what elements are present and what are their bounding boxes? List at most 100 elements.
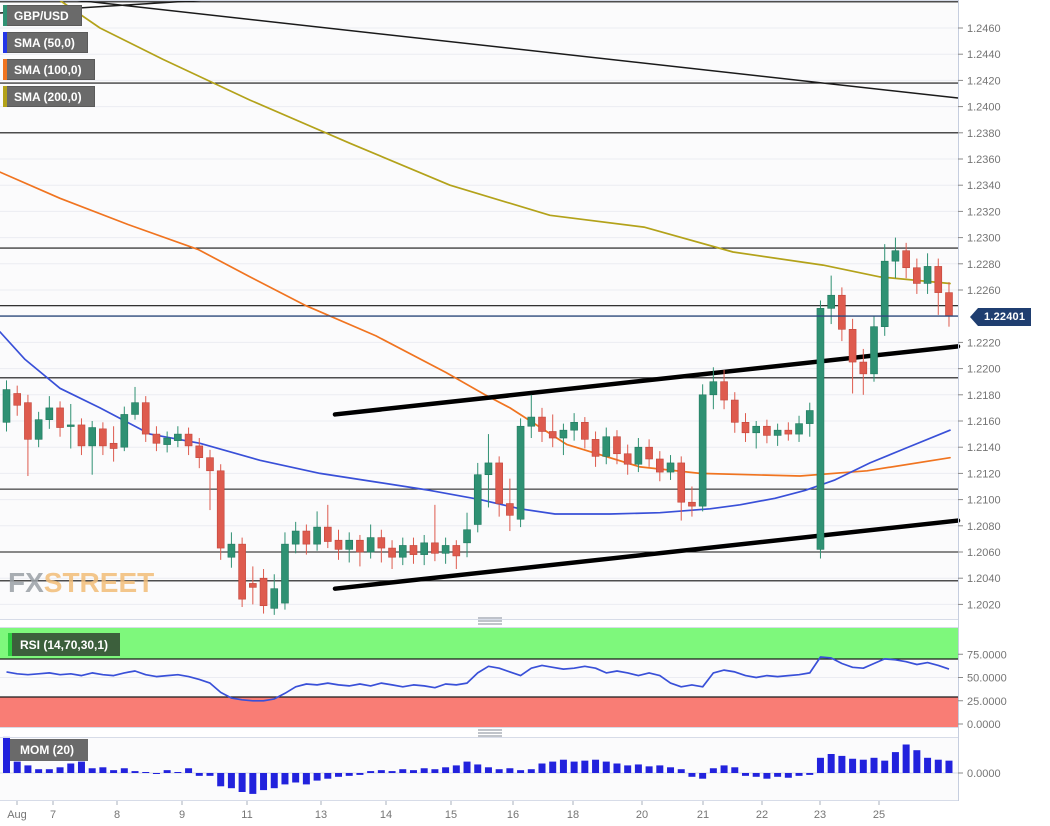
price-tag-value: 1.22401 — [978, 308, 1032, 326]
mom-bar — [335, 773, 343, 777]
candle — [388, 547, 396, 558]
rsi-tick-label: 25.0000 — [967, 696, 1007, 708]
candle — [377, 537, 386, 549]
time-tick-label: 15 — [445, 809, 457, 821]
candle — [431, 542, 439, 554]
candle — [206, 457, 214, 472]
price-tick-label: 1.2180 — [967, 390, 1001, 402]
candle — [77, 424, 86, 447]
rsi-tick-label: 0.0000 — [967, 719, 1001, 731]
mom-bar — [420, 768, 428, 773]
mom-label-text: MOM (20) — [10, 739, 88, 761]
mom-bar — [934, 759, 942, 773]
mom-bar — [849, 758, 857, 773]
candle — [730, 399, 739, 423]
candle — [613, 436, 621, 455]
mom-bar — [442, 767, 450, 773]
mom-bar — [613, 763, 621, 773]
candle — [66, 424, 75, 427]
mom-bar — [720, 765, 728, 773]
candle — [34, 419, 43, 440]
mom-bar — [506, 768, 514, 773]
time-tick-label: 18 — [567, 809, 579, 821]
time-tick-label: 14 — [380, 809, 392, 821]
mom-bar — [260, 773, 268, 791]
rsi-indicator-label[interactable]: RSI (14,70,30,1) — [8, 633, 121, 656]
candle — [441, 545, 450, 554]
candle — [666, 462, 675, 473]
sma50-label: SMA (50,0) — [7, 32, 88, 53]
candle — [109, 442, 118, 449]
candle — [623, 453, 632, 465]
mom-bar — [313, 773, 321, 781]
mom-bar — [431, 769, 439, 773]
mom-bar — [452, 765, 460, 773]
candle — [848, 328, 857, 363]
mom-bar — [709, 768, 717, 773]
candle — [163, 437, 171, 445]
candle — [634, 446, 643, 465]
candle — [677, 462, 686, 503]
mom-bar — [249, 773, 257, 794]
candle — [2, 389, 11, 423]
fxstreet-watermark: FXSTREET — [8, 568, 154, 598]
candle — [773, 429, 782, 436]
panel-resize-handle-icon[interactable] — [478, 729, 502, 737]
sma200-label: SMA (200,0) — [7, 86, 95, 107]
mom-indicator-label[interactable]: MOM (20) — [10, 739, 88, 761]
candle — [581, 422, 589, 440]
legend-item-sma200[interactable]: SMA (200,0) — [3, 86, 95, 107]
mom-bar — [463, 761, 471, 773]
mom-bar — [656, 765, 664, 773]
candle — [88, 427, 96, 447]
mom-bar — [142, 772, 150, 773]
candle — [784, 429, 793, 435]
candle — [24, 402, 32, 440]
mom-bar — [806, 773, 814, 775]
candle — [281, 543, 289, 604]
mom-bar — [13, 761, 21, 773]
candle — [356, 539, 364, 553]
legend-item-symbol[interactable]: GBP/USD — [3, 5, 82, 26]
candle — [409, 545, 418, 555]
panel-resize-handle-icon[interactable] — [478, 617, 502, 625]
mom-bar — [474, 764, 482, 773]
mom-bar — [174, 772, 182, 773]
mom-bar — [324, 773, 332, 779]
candle — [249, 583, 257, 588]
time-tick-label: Aug — [7, 809, 27, 821]
candle — [880, 260, 889, 327]
sma100-label: SMA (100,0) — [7, 59, 95, 80]
mom-bar — [538, 763, 546, 773]
candle — [313, 526, 321, 545]
legend-item-sma100[interactable]: SMA (100,0) — [3, 59, 95, 80]
mom-bar — [592, 759, 600, 773]
mom-bar — [816, 757, 824, 773]
mom-bar — [302, 773, 310, 785]
candle — [827, 294, 835, 309]
mom-tick-label: 0.0000 — [967, 768, 1001, 780]
candle — [902, 250, 910, 269]
mom-bar — [195, 773, 203, 776]
mom-bar — [731, 767, 739, 773]
mom-bar — [88, 768, 96, 773]
mom-bar — [517, 770, 525, 773]
price-tick-label: 1.2420 — [967, 75, 1001, 87]
mom-bar — [217, 773, 225, 787]
candle — [184, 433, 193, 447]
mom-bar — [24, 765, 32, 773]
mom-bar — [527, 769, 535, 773]
price-tick-label: 1.2060 — [967, 547, 1001, 559]
mom-bar — [881, 760, 889, 773]
mom-bar — [891, 752, 899, 773]
sma50-color-bar — [3, 32, 7, 53]
price-tick-label: 1.2460 — [967, 23, 1001, 35]
candle — [366, 537, 375, 553]
legend-item-sma50[interactable]: SMA (50,0) — [3, 32, 88, 53]
mom-bar — [35, 769, 43, 773]
candle — [591, 439, 600, 457]
rsi-tick-label: 75.0000 — [967, 649, 1007, 661]
candle — [763, 425, 771, 436]
candle — [720, 381, 728, 401]
